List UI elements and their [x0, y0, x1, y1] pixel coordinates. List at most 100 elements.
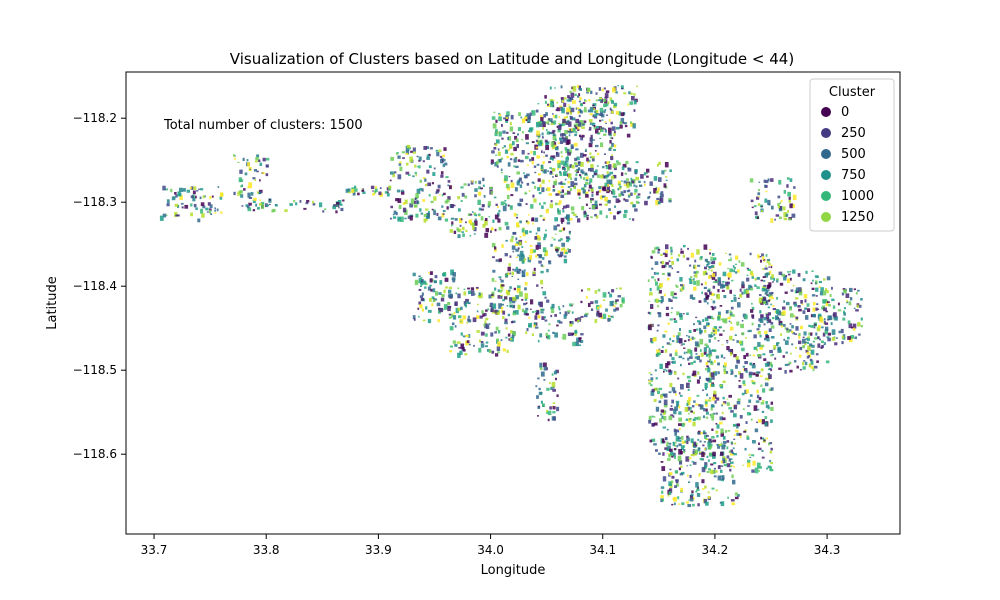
scatter-point — [665, 363, 669, 369]
scatter-point — [758, 371, 761, 374]
scatter-point — [594, 319, 598, 324]
scatter-point — [816, 275, 819, 278]
scatter-point — [550, 157, 553, 160]
scatter-point — [702, 488, 705, 490]
scatter-point — [237, 161, 240, 163]
scatter-point — [707, 268, 710, 271]
scatter-point — [545, 141, 549, 146]
scatter-point — [431, 182, 434, 185]
scatter-points — [159, 85, 863, 508]
scatter-point — [720, 283, 724, 289]
scatter-point — [811, 287, 815, 290]
scatter-point — [416, 188, 421, 194]
scatter-point — [395, 212, 398, 216]
scatter-point — [559, 171, 562, 174]
scatter-point — [753, 405, 758, 411]
scatter-point — [560, 181, 563, 185]
scatter-point — [544, 100, 547, 104]
scatter-point — [849, 287, 853, 292]
scatter-point — [824, 322, 829, 325]
scatter-point — [481, 204, 485, 208]
scatter-point — [712, 327, 716, 332]
scatter-point — [752, 440, 756, 444]
scatter-point — [751, 315, 755, 319]
scatter-point — [550, 386, 553, 390]
scatter-point — [531, 157, 535, 161]
scatter-point — [663, 416, 667, 421]
scatter-point — [351, 189, 355, 193]
scatter-point — [609, 134, 612, 137]
scatter-point — [736, 269, 740, 273]
scatter-point — [741, 392, 745, 396]
scatter-point — [657, 390, 660, 394]
scatter-point — [418, 315, 420, 318]
scatter-point — [590, 197, 594, 201]
scatter-point — [537, 236, 541, 241]
scatter-point — [580, 333, 584, 336]
scatter-point — [562, 247, 566, 251]
scatter-point — [665, 438, 668, 441]
scatter-point — [690, 438, 694, 444]
scatter-point — [414, 200, 417, 204]
scatter-point — [742, 365, 745, 368]
scatter-point — [608, 164, 612, 170]
scatter-point — [802, 336, 805, 339]
scatter-point — [474, 188, 478, 192]
scatter-point — [701, 291, 703, 294]
scatter-point — [711, 260, 716, 265]
scatter-point — [581, 206, 585, 211]
scatter-point — [655, 186, 658, 188]
scatter-point — [409, 215, 413, 221]
scatter-point — [496, 338, 499, 341]
scatter-point — [699, 359, 702, 363]
scatter-point — [711, 306, 715, 311]
scatter-point — [795, 326, 799, 331]
scatter-point — [678, 338, 683, 344]
x-tick-label: 33.7 — [141, 543, 168, 557]
scatter-point — [705, 416, 709, 419]
scatter-point — [711, 273, 716, 278]
scatter-point — [539, 362, 543, 368]
scatter-point — [613, 163, 617, 169]
scatter-point — [705, 363, 708, 366]
scatter-point — [524, 287, 527, 291]
scatter-point — [716, 435, 719, 438]
scatter-point — [498, 276, 502, 279]
scatter-point — [478, 187, 481, 189]
scatter-point — [776, 342, 779, 347]
scatter-point — [792, 285, 795, 287]
scatter-point — [567, 152, 571, 156]
scatter-point — [435, 298, 438, 301]
scatter-point — [551, 373, 554, 376]
scatter-point — [581, 126, 585, 129]
scatter-point — [697, 447, 701, 452]
scatter-point — [694, 453, 697, 456]
scatter-point — [683, 449, 686, 453]
scatter-point — [726, 440, 730, 443]
scatter-point — [261, 204, 265, 209]
scatter-point — [633, 100, 637, 105]
scatter-point — [538, 121, 542, 125]
scatter-point — [661, 438, 665, 443]
scatter-point — [623, 190, 626, 194]
scatter-point — [705, 272, 708, 275]
scatter-point — [758, 196, 760, 198]
scatter-point — [541, 142, 544, 146]
scatter-point — [705, 411, 709, 415]
x-tick-label: 34.0 — [477, 543, 504, 557]
scatter-point — [687, 413, 690, 415]
scatter-point — [554, 138, 557, 142]
scatter-point — [393, 210, 397, 215]
scatter-point — [768, 388, 773, 391]
scatter-point — [703, 351, 707, 355]
scatter-point — [552, 176, 554, 178]
scatter-point — [826, 290, 829, 294]
scatter-point — [717, 316, 720, 319]
scatter-point — [720, 501, 725, 507]
scatter-point — [417, 307, 420, 310]
scatter-point — [722, 271, 727, 277]
scatter-point — [415, 193, 419, 199]
scatter-point — [680, 287, 684, 291]
scatter-point — [516, 222, 520, 227]
scatter-point — [682, 357, 685, 360]
